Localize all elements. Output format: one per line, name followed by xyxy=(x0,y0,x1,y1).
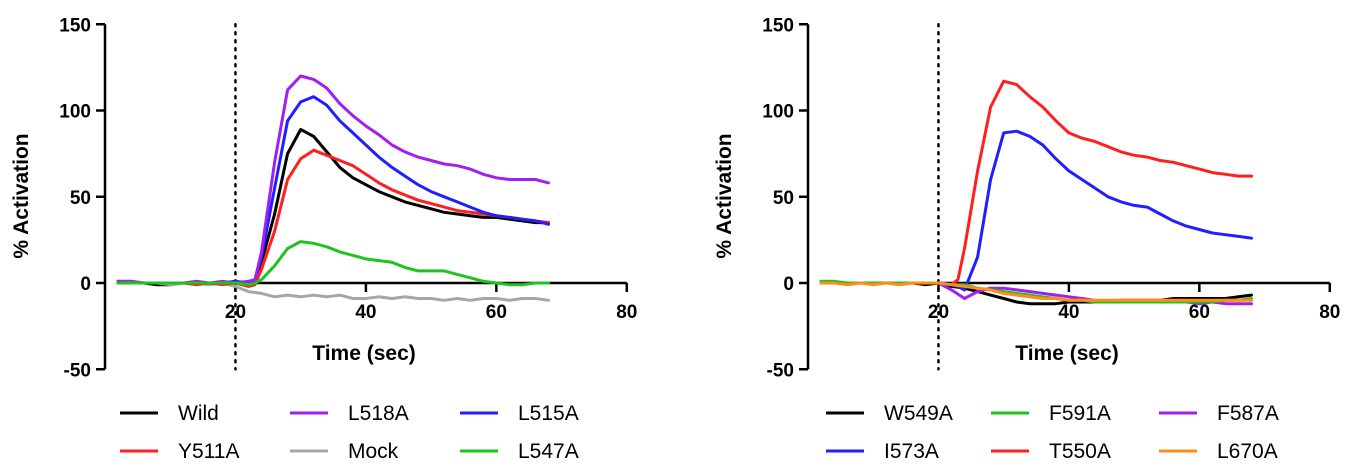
legend-item: Wild xyxy=(120,402,219,425)
y-tick-label: 0 xyxy=(80,274,91,295)
x-tick-label: 80 xyxy=(616,302,637,323)
x-tick-label: 80 xyxy=(1319,302,1340,323)
legend-label: Wild xyxy=(178,402,219,425)
legend-item: Y511A xyxy=(120,440,240,463)
x-tick-label: 40 xyxy=(1058,302,1079,323)
x-axis-title: Time (sec) xyxy=(312,342,416,365)
y-tick-label: 100 xyxy=(59,102,91,123)
y-axis-title: % Activation xyxy=(713,133,736,258)
legend-item: L547A xyxy=(460,440,579,463)
legend-label: L547A xyxy=(518,440,579,463)
legend-item: T550A xyxy=(991,440,1111,463)
x-tick-label: 40 xyxy=(355,302,376,323)
x-tick-label: 60 xyxy=(1189,302,1210,323)
series-line-l670a xyxy=(819,281,1253,302)
legend-item: L518A xyxy=(290,402,409,425)
legend-label: L670A xyxy=(1217,440,1278,463)
series-line-i573a xyxy=(819,129,1253,292)
legend-label: Mock xyxy=(348,440,399,463)
y-tick-label: 150 xyxy=(59,15,91,36)
legend-label: W549A xyxy=(884,402,953,425)
y-tick-label: 50 xyxy=(773,188,794,209)
series-line-l547a xyxy=(116,240,550,287)
legend-item: F591A xyxy=(991,402,1111,425)
legend-item: Mock xyxy=(290,440,399,463)
legend-label: F591A xyxy=(1049,402,1111,425)
x-axis-title: Time (sec) xyxy=(1015,342,1119,365)
y-tick-label: 50 xyxy=(70,188,91,209)
legend-item: F587A xyxy=(1159,402,1279,425)
y-tick-label: -50 xyxy=(64,360,91,381)
legend-label: I573A xyxy=(884,440,939,463)
y-tick-label: 150 xyxy=(762,15,794,36)
legend-item: L515A xyxy=(460,402,579,425)
x-tick-label: 60 xyxy=(486,302,507,323)
legend-label: Y511A xyxy=(178,440,240,463)
legend-item: I573A xyxy=(826,440,939,463)
y-axis-title: % Activation xyxy=(10,133,33,258)
legend-label: F587A xyxy=(1217,402,1279,425)
legend-item: L670A xyxy=(1159,440,1278,463)
series-line-t550a xyxy=(819,79,1253,287)
legend-label: L515A xyxy=(518,402,579,425)
y-tick-label: -50 xyxy=(767,360,794,381)
legend-item: W549A xyxy=(826,402,953,425)
y-tick-label: 100 xyxy=(762,102,794,123)
series-line-l518a xyxy=(116,74,550,285)
series-line-wild xyxy=(116,128,550,287)
series-line-l515a xyxy=(116,95,550,285)
series-line-mock xyxy=(116,281,550,302)
legend-label: L518A xyxy=(348,402,409,425)
y-tick-label: 0 xyxy=(783,274,794,295)
legend-label: T550A xyxy=(1049,440,1111,463)
